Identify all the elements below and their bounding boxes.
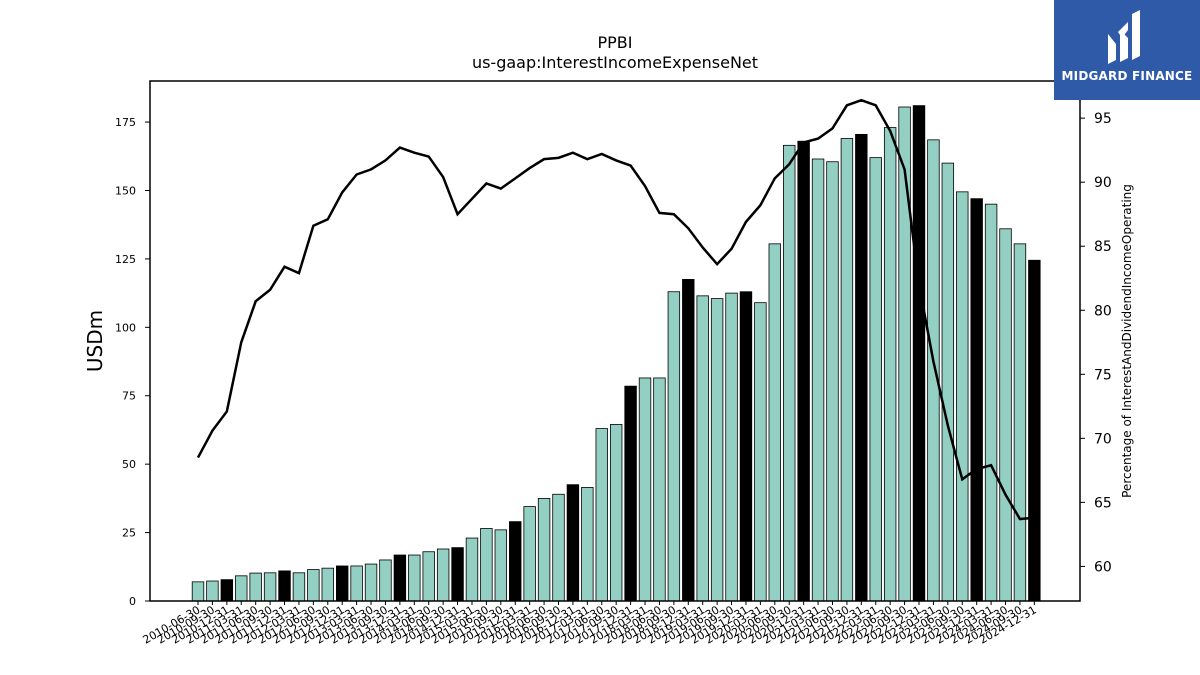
bar-2022-09-30 [898, 106, 911, 602]
bar-2014-03-31 [408, 554, 421, 602]
y-tick-label: 150 [115, 184, 136, 197]
bar-2014-12-31 [451, 547, 464, 602]
bar-2017-09-30 [609, 424, 623, 602]
y-tick-label: 75 [122, 390, 136, 403]
bar-2022-12-31 [912, 105, 926, 602]
bar-2012-03-31 [292, 572, 306, 602]
bar-2016-06-30 [537, 497, 551, 602]
bar-2012-12-31 [335, 565, 349, 602]
bar-2018-06-30 [653, 377, 666, 602]
bar-2019-06-30 [710, 298, 724, 602]
bar-2017-03-31 [581, 487, 594, 602]
bar-2011-12-31 [278, 570, 291, 602]
bar-2021-03-31 [811, 158, 825, 602]
bar-2019-12-31 [739, 291, 753, 602]
bar-2011-03-31 [235, 575, 248, 602]
bar-2022-03-31 [869, 157, 882, 602]
bar-2010-09-30 [206, 580, 219, 602]
logo-text: MIDGARD FINANCE [1061, 69, 1193, 83]
y-tick-label: 125 [115, 253, 136, 266]
bar-2010-12-31 [220, 579, 234, 602]
bar-2020-03-31 [754, 302, 767, 602]
bar-2018-12-31 [682, 279, 695, 602]
bar-2015-09-30 [494, 529, 508, 602]
bar-2016-09-30 [552, 493, 565, 602]
y-ticks-group: 0 25 50 75 100 125 150 175 [115, 116, 150, 608]
bar-2021-09-30 [840, 138, 854, 602]
bar-2023-03-31 [927, 139, 940, 602]
bar-2020-06-30 [768, 243, 782, 602]
plot-frame [149, 80, 1081, 602]
bar-2015-06-30 [480, 528, 493, 602]
y2-tick-label: 95 [1094, 111, 1112, 127]
y2-tick-label: 65 [1094, 495, 1112, 511]
y-axis-label: USDm [83, 310, 107, 372]
bar-2023-06-30 [941, 162, 955, 602]
bar-2014-09-30 [436, 548, 450, 602]
bar-2017-12-31 [624, 385, 637, 602]
y2-tick-label: 60 [1094, 559, 1112, 575]
chart-subtitle: us-gaap:InterestIncomeExpenseNet [472, 53, 758, 72]
bar-2013-03-31 [350, 565, 363, 602]
bar-2013-06-30 [364, 563, 378, 602]
y-tick-label: 175 [115, 116, 136, 129]
bar-2023-12-31 [970, 198, 983, 602]
bar-2015-03-31 [465, 537, 479, 602]
y-tick-label: 0 [129, 595, 136, 608]
bar-2013-12-31 [393, 554, 407, 602]
bars-group [191, 105, 1041, 602]
bar-2024-06-30 [999, 228, 1012, 602]
line-series-path [196, 98, 1035, 521]
y-tick-label: 25 [122, 527, 136, 540]
y2-ticks-group: 60 65 70 75 80 85 90 95 [1080, 111, 1112, 575]
bar-2015-12-31 [509, 521, 522, 602]
logo: MIDGARD FINANCE [1054, 0, 1200, 100]
bar-2019-03-31 [696, 295, 709, 602]
bar-2012-09-30 [321, 567, 334, 602]
y2-tick-label: 75 [1094, 367, 1112, 383]
bar-2020-09-30 [783, 144, 796, 602]
bar-2024-03-31 [984, 203, 998, 602]
bar-2024-12-31 [1028, 259, 1041, 602]
bar-2018-09-30 [667, 291, 681, 602]
y-tick-label: 100 [115, 321, 136, 334]
bar-2014-06-30 [422, 551, 435, 602]
bar-2010-06-30 [191, 581, 205, 602]
bar-2021-06-30 [826, 161, 839, 602]
y-tick-label: 50 [122, 458, 136, 471]
y2-axis-label: Percentage of InterestAndDividendIncomeO… [1120, 184, 1134, 498]
bar-2020-12-31 [797, 140, 810, 602]
bar-2018-03-31 [638, 377, 652, 602]
x-ticks-group: 2010-06-302010-09-302010-12-312011-03-31… [141, 601, 1039, 647]
logo-mark-icon [1108, 10, 1140, 64]
bar-2013-09-30 [379, 559, 392, 602]
bar-2012-06-30 [307, 569, 320, 602]
bar-2016-03-31 [523, 506, 536, 602]
y2-tick-label: 80 [1094, 303, 1112, 319]
bar-2011-06-30 [249, 572, 262, 602]
bar-2016-12-31 [566, 484, 580, 602]
chart-title: PPBI [598, 33, 633, 52]
bar-2023-09-30 [956, 191, 969, 602]
bar-2022-06-30 [883, 127, 897, 602]
y2-tick-label: 85 [1094, 239, 1112, 255]
bar-2019-09-30 [725, 292, 738, 602]
y2-tick-label: 90 [1094, 175, 1112, 191]
y2-tick-label: 70 [1094, 431, 1112, 447]
bar-2017-06-30 [595, 428, 608, 602]
bar-2011-09-30 [263, 572, 277, 602]
bar-2021-12-31 [855, 133, 868, 602]
bar-2024-09-30 [1013, 243, 1027, 602]
